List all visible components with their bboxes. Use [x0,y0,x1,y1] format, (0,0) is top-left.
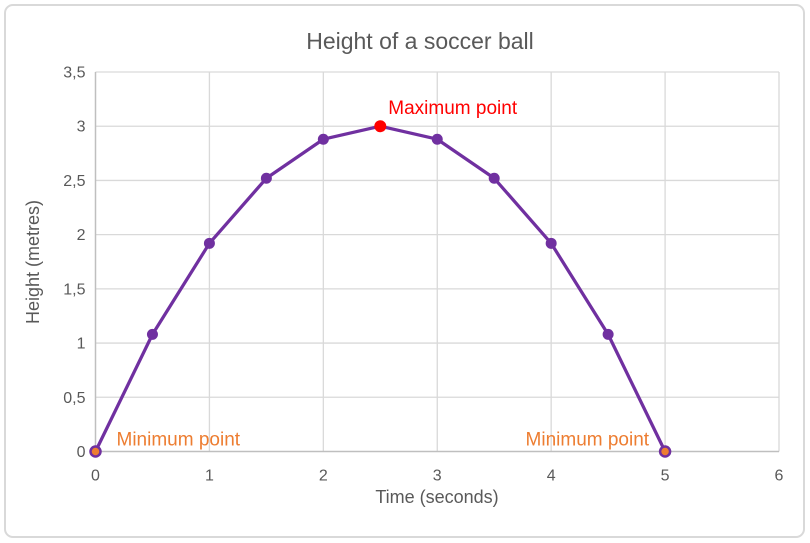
x-tick-label: 4 [547,468,556,485]
x-axis-title: Time (seconds) [375,487,498,507]
annotation-label: Maximum point [388,98,518,119]
y-tick-labels: 0 0,5 1 1,5 2 2,5 3 3,5 [63,65,85,462]
x-tick-label: 0 [91,468,100,485]
y-tick-label: 1,5 [63,281,85,298]
annotation-label: Minimum point [117,430,241,451]
y-tick-label: 3 [77,119,86,136]
data-point [431,133,443,145]
data-point [545,237,557,249]
data-point [317,133,329,145]
x-tick-label: 5 [661,468,670,485]
data-point [146,328,158,340]
chart-frame [4,4,805,538]
y-tick-label: 1 [77,336,86,353]
highlighted-data-point [658,445,672,458]
x-tick-label: 2 [319,468,328,485]
chart-title: Height of a soccer ball [306,28,534,54]
y-tick-label: 0 [77,444,86,461]
annotations: Maximum point Minimum point Minimum point [117,98,650,450]
y-tick-label: 2 [77,227,86,244]
data-point [488,172,500,184]
x-tick-label: 6 [775,468,784,485]
x-tick-labels: 0 1 2 3 4 5 6 [91,468,784,485]
y-tick-label: 2,5 [63,173,85,190]
annotation-label: Minimum point [526,430,650,451]
y-axis-title: Height (metres) [23,200,43,324]
y-tick-label: 3,5 [63,65,85,82]
x-tick-label: 1 [205,468,214,485]
data-series [89,120,672,458]
highlighted-data-point [374,120,387,133]
data-point [260,172,272,184]
y-tick-label: 0,5 [63,390,85,407]
data-point [602,328,614,340]
data-point [203,237,215,249]
highlighted-data-point [89,445,102,458]
x-tick-label: 3 [433,468,442,485]
